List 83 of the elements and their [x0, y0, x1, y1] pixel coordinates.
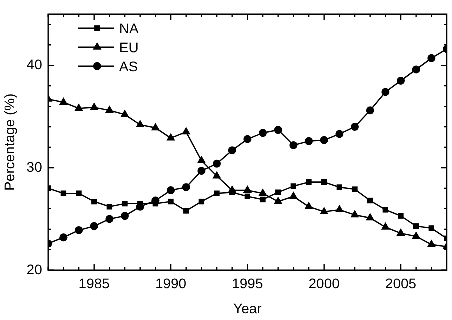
point: [352, 186, 358, 192]
point: [366, 106, 374, 115]
y-tick-label: 20: [26, 261, 43, 278]
point: [274, 126, 282, 134]
point: [366, 213, 375, 221]
point: [260, 196, 266, 203]
point: [428, 226, 434, 232]
point: [396, 228, 406, 236]
point: [320, 136, 328, 144]
point: [320, 207, 329, 215]
point: [368, 198, 374, 204]
point: [322, 180, 328, 186]
point: [105, 106, 114, 114]
point: [121, 212, 130, 220]
point: [414, 224, 420, 230]
point: [427, 240, 436, 248]
point: [336, 130, 344, 138]
point: [304, 202, 314, 210]
point: [151, 123, 160, 131]
point: [306, 180, 312, 186]
point: [74, 104, 84, 112]
point: [167, 186, 176, 195]
point: [90, 222, 98, 230]
point: [92, 198, 98, 205]
point: [90, 102, 99, 110]
point: [290, 184, 297, 190]
point: [381, 222, 390, 230]
point: [428, 54, 436, 62]
x-tick-label: 1995: [232, 276, 264, 292]
point: [274, 196, 283, 204]
point: [382, 88, 390, 96]
point: [244, 135, 252, 144]
point: [244, 194, 251, 200]
point: [76, 190, 82, 196]
point: [60, 190, 67, 196]
point: [305, 137, 314, 146]
point: [122, 201, 128, 207]
x-tick-label: 1985: [78, 276, 110, 292]
x-axis-title: Year: [234, 300, 262, 316]
point: [230, 190, 236, 196]
point: [290, 141, 298, 150]
point: [59, 97, 68, 105]
point: [214, 190, 220, 196]
point: [397, 76, 406, 85]
point: [198, 198, 205, 205]
y-axis-title: Percentage (%): [1, 94, 18, 192]
point: [412, 232, 421, 240]
point: [168, 198, 174, 205]
point: [382, 207, 388, 213]
point: [166, 133, 176, 141]
point: [412, 66, 420, 74]
point: [212, 171, 222, 179]
point: [336, 184, 343, 190]
legend-label: EU: [119, 39, 139, 56]
y-tick-label: 30: [26, 158, 43, 175]
point: [106, 215, 114, 224]
point: [182, 183, 190, 192]
x-tick-label: 1990: [155, 276, 187, 292]
point: [350, 210, 360, 218]
point: [136, 120, 145, 128]
point: [75, 226, 84, 234]
point: [60, 234, 68, 242]
point: [106, 204, 113, 210]
point: [289, 192, 298, 200]
point: [182, 127, 191, 135]
point: [197, 156, 206, 164]
point: [120, 110, 130, 118]
point: [276, 190, 282, 196]
point: [335, 204, 344, 212]
point: [228, 146, 236, 155]
point: [258, 188, 268, 196]
point: [243, 186, 252, 194]
legend-label: NA: [119, 20, 140, 36]
point: [259, 129, 268, 138]
legend-label: AS: [119, 58, 138, 74]
point: [351, 123, 360, 132]
point: [198, 167, 206, 176]
x-tick-label: 2000: [308, 276, 340, 292]
point: [184, 208, 190, 214]
point: [398, 213, 404, 219]
y-tick-label: 40: [26, 56, 43, 72]
point: [213, 160, 222, 168]
x-tick-label: 2005: [385, 276, 417, 292]
